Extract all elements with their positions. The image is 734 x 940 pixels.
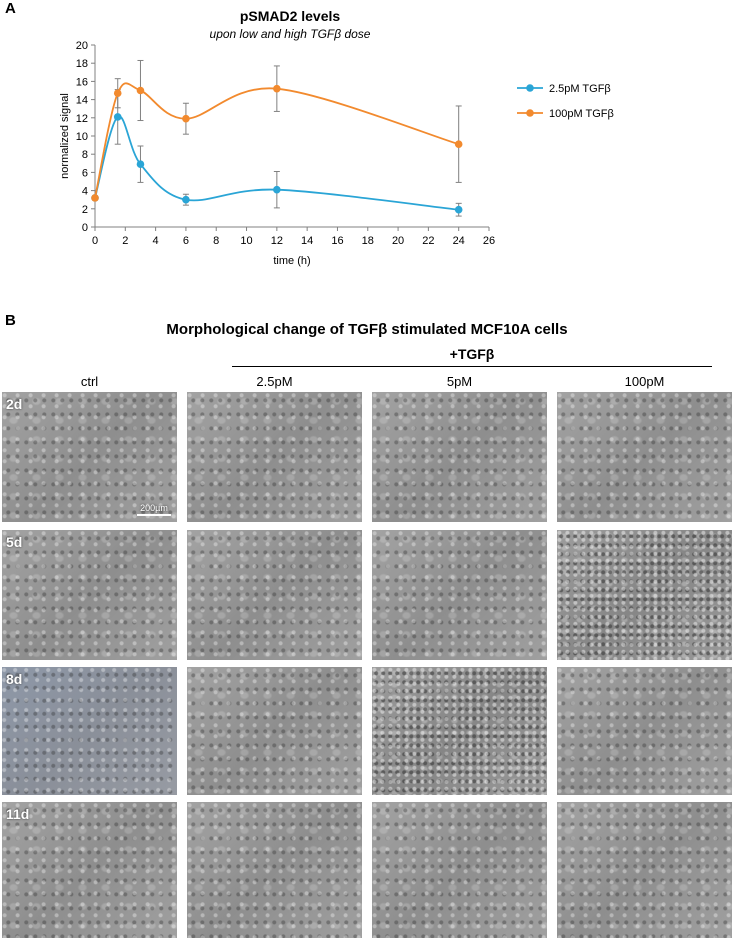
- micrograph-image: [187, 392, 362, 522]
- x-axis-label: time (h): [273, 255, 310, 267]
- micrograph-image: 11d: [2, 802, 177, 938]
- treatment-header: +TGFβ: [449, 346, 495, 362]
- y-tick-label: 6: [82, 167, 88, 179]
- y-axis-label: normalized signal: [59, 93, 71, 179]
- micrograph-image: 2d 200µm: [2, 392, 177, 522]
- data-point: [454, 205, 463, 214]
- row-day-label: 5d: [6, 534, 23, 550]
- x-tick-label: 6: [183, 235, 189, 247]
- y-tick-label: 18: [76, 58, 88, 70]
- data-point: [182, 114, 190, 123]
- micrograph-image: 8d: [2, 667, 177, 795]
- column-label: 5pM: [446, 374, 473, 389]
- scale-bar: 200µm: [137, 503, 171, 516]
- micrograph-image: [557, 667, 732, 795]
- micrograph-image: [372, 530, 547, 660]
- x-tick-label: 10: [240, 235, 252, 247]
- data-point: [113, 89, 122, 98]
- x-tick-label: 4: [153, 235, 159, 247]
- x-tick-label: 16: [331, 235, 343, 247]
- data-point: [113, 113, 122, 121]
- data-point: [136, 160, 145, 169]
- scale-bar-line: [137, 514, 171, 516]
- micrograph-image: [187, 802, 362, 938]
- micrograph-image: [372, 802, 547, 938]
- x-tick-label: 18: [362, 235, 374, 247]
- x-tick-label: 8: [213, 235, 219, 247]
- micrograph-image: [557, 392, 732, 522]
- y-tick-label: 12: [76, 113, 88, 125]
- x-tick-label: 12: [271, 235, 283, 247]
- x-tick-label: 20: [392, 235, 404, 247]
- micrograph-image: [372, 667, 547, 795]
- data-point: [91, 194, 99, 202]
- y-tick-label: 16: [76, 76, 88, 88]
- treatment-header-line: [232, 366, 712, 367]
- legend-label: 100pM TGFβ: [549, 108, 614, 120]
- y-tick-label: 10: [76, 131, 88, 143]
- row-day-label: 2d: [6, 396, 23, 412]
- panel-a-letter: A: [5, 0, 16, 17]
- data-point: [136, 86, 145, 95]
- legend-label: 2.5pM TGFβ: [549, 83, 611, 95]
- y-tick-label: 14: [76, 95, 88, 107]
- data-point: [273, 185, 281, 194]
- y-tick-label: 4: [82, 186, 88, 198]
- legend-marker: [526, 84, 534, 92]
- data-point: [182, 195, 190, 204]
- legend-marker: [526, 109, 534, 117]
- micrograph-image: 5d: [2, 530, 177, 660]
- micrograph-image: [557, 530, 732, 660]
- x-tick-label: 26: [483, 235, 495, 247]
- data-point: [273, 84, 281, 93]
- chart-subtitle: upon low and high TGFβ dose: [210, 27, 371, 41]
- micrograph-image: [187, 667, 362, 795]
- panel-b-title: Morphological change of TGFβ stimulated …: [166, 321, 568, 338]
- y-tick-label: 8: [82, 149, 88, 161]
- x-tick-label: 2: [122, 235, 128, 247]
- x-tick-label: 14: [301, 235, 313, 247]
- row-day-label: 8d: [6, 671, 23, 687]
- panel-b-letter: B: [5, 312, 16, 329]
- scale-bar-label: 200µm: [140, 503, 168, 513]
- x-tick-label: 0: [92, 235, 98, 247]
- row-day-label: 11d: [6, 806, 30, 822]
- series-line: [94, 82, 459, 199]
- column-label: 2.5pM: [256, 374, 293, 389]
- column-label: 100pM: [624, 374, 665, 389]
- chart-title: pSMAD2 levels: [240, 8, 341, 24]
- micrograph-image: [372, 392, 547, 522]
- y-tick-label: 0: [82, 222, 88, 234]
- micrograph-image: [557, 802, 732, 938]
- y-tick-label: 2: [82, 204, 88, 216]
- y-tick-label: 20: [76, 40, 88, 52]
- micrograph-image: [187, 530, 362, 660]
- column-label: ctrl: [80, 374, 99, 389]
- pSMAD2-line-chart: pSMAD2 levels upon low and high TGFβ dose…: [59, 8, 614, 267]
- x-tick-label: 24: [453, 235, 465, 247]
- data-point: [454, 140, 463, 148]
- x-tick-label: 22: [422, 235, 434, 247]
